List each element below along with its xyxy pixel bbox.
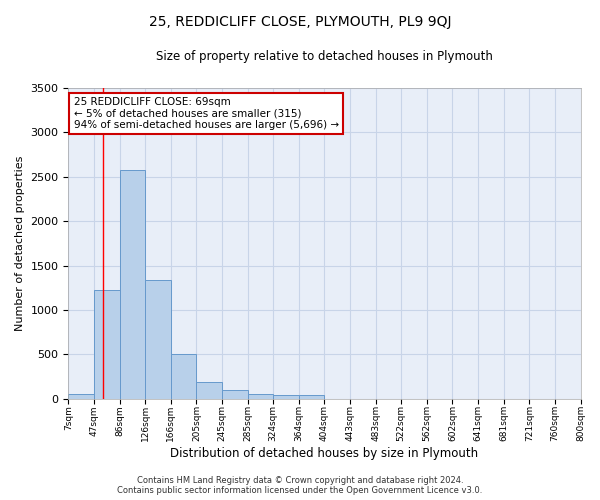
Bar: [145, 280, 171, 399]
Text: 25, REDDICLIFF CLOSE, PLYMOUTH, PL9 9QJ: 25, REDDICLIFF CLOSE, PLYMOUTH, PL9 9QJ: [149, 15, 451, 29]
Bar: [171, 354, 196, 399]
Bar: [94, 290, 119, 399]
Bar: [273, 396, 299, 399]
Bar: [222, 390, 248, 399]
Y-axis label: Number of detached properties: Number of detached properties: [15, 156, 25, 331]
X-axis label: Distribution of detached houses by size in Plymouth: Distribution of detached houses by size …: [170, 447, 479, 460]
Text: 25 REDDICLIFF CLOSE: 69sqm
← 5% of detached houses are smaller (315)
94% of semi: 25 REDDICLIFF CLOSE: 69sqm ← 5% of detac…: [74, 97, 338, 130]
Bar: [248, 394, 273, 399]
Bar: [68, 394, 94, 399]
Bar: [299, 396, 325, 399]
Title: Size of property relative to detached houses in Plymouth: Size of property relative to detached ho…: [156, 50, 493, 63]
Bar: [196, 382, 222, 399]
Bar: [119, 170, 145, 399]
Text: Contains HM Land Registry data © Crown copyright and database right 2024.
Contai: Contains HM Land Registry data © Crown c…: [118, 476, 482, 495]
